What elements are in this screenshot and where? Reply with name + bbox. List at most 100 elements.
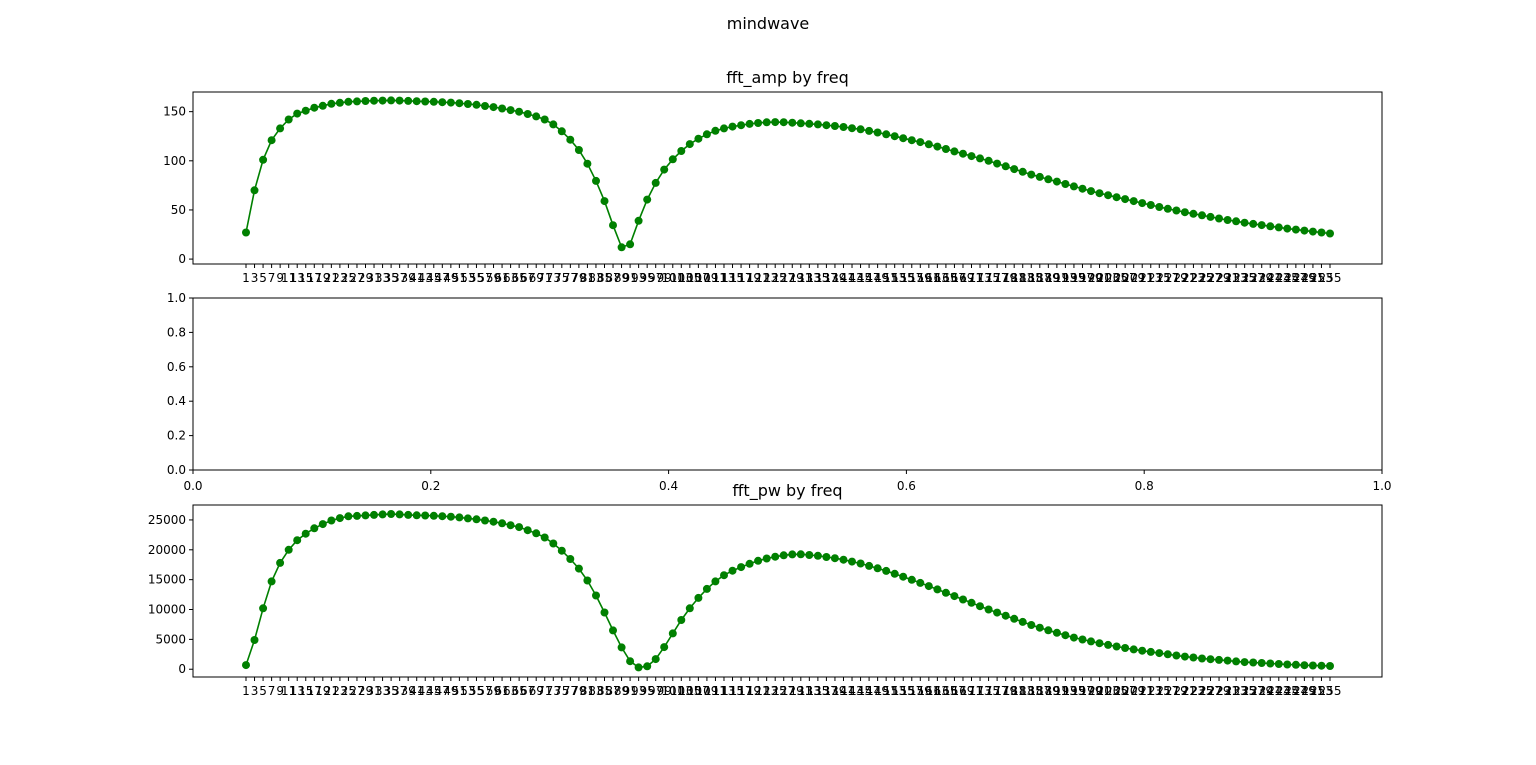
x-tick-label: 221 xyxy=(1173,271,1196,285)
x-tick-label: 205 xyxy=(1105,271,1128,285)
data-point xyxy=(830,554,839,563)
data-point xyxy=(1018,167,1027,176)
data-point xyxy=(1326,229,1334,238)
x-tick-label: 105 xyxy=(678,684,701,698)
data-point xyxy=(1308,661,1317,670)
data-point xyxy=(600,608,609,617)
data-point xyxy=(805,119,814,128)
x-tick-label: 241 xyxy=(1259,684,1282,698)
data-point xyxy=(335,98,344,107)
x-tick-label: 109 xyxy=(695,684,718,698)
data-point xyxy=(250,186,259,195)
data-point xyxy=(745,559,754,568)
data-point xyxy=(737,563,746,572)
x-tick-label: 61 xyxy=(494,684,509,698)
data-point xyxy=(481,102,489,110)
data-point xyxy=(1095,189,1104,198)
x-tick-label: 235 xyxy=(1233,271,1256,285)
x-tick-label: 201 xyxy=(1088,684,1111,698)
data-point xyxy=(566,135,575,144)
x-tick-label: 139 xyxy=(823,684,846,698)
data-point xyxy=(327,516,336,525)
x-tick-label: 181 xyxy=(1003,684,1026,698)
x-tick-label: 0.4 xyxy=(659,479,678,493)
x-tick-label: 83 xyxy=(588,684,603,698)
x-tick-label: 39 xyxy=(401,684,416,698)
data-point xyxy=(1069,633,1078,642)
x-tick-label: 29 xyxy=(358,271,373,285)
data-point xyxy=(1104,640,1113,649)
x-tick-label: 61 xyxy=(494,271,509,285)
data-point xyxy=(1283,660,1292,669)
x-tick-label: 69 xyxy=(529,271,544,285)
data-point xyxy=(788,550,797,559)
x-tick-label: 191 xyxy=(1045,684,1068,698)
x-tick-label: 179 xyxy=(994,271,1017,285)
data-point xyxy=(711,577,720,586)
x-tick-label: 15 xyxy=(298,684,313,698)
x-tick-label: 197 xyxy=(1071,271,1094,285)
data-point xyxy=(694,593,703,602)
data-point xyxy=(446,98,455,107)
x-tick-label: 165 xyxy=(934,271,957,285)
y-tick-label: 10000 xyxy=(148,603,186,617)
x-tick-label: 0.8 xyxy=(1135,479,1154,493)
data-point xyxy=(361,97,370,105)
data-point xyxy=(1061,180,1070,188)
x-tick-label: 161 xyxy=(917,271,940,285)
data-point xyxy=(498,519,507,528)
x-tick-label: 71 xyxy=(537,271,552,285)
x-tick-label: 197 xyxy=(1071,684,1094,698)
x-tick-label: 253 xyxy=(1310,271,1333,285)
y-tick-label: 0 xyxy=(178,252,186,266)
x-tick-label: 77 xyxy=(563,271,578,285)
data-point xyxy=(1266,659,1275,668)
data-point xyxy=(745,119,754,128)
data-point xyxy=(993,159,1002,168)
x-tick-label: 27 xyxy=(349,684,364,698)
y-tick-label: 150 xyxy=(163,105,186,119)
x-tick-label: 101 xyxy=(661,271,684,285)
x-tick-label: 19 xyxy=(315,271,330,285)
y-tick-label: 0.0 xyxy=(167,463,186,477)
fft-pw-x-ticks: 1 3 5 7 911131517192123252729313335373941434… xyxy=(242,677,1341,698)
data-point xyxy=(1257,221,1266,230)
x-tick-label: 103 xyxy=(670,271,693,285)
x-tick-label: 213 xyxy=(1139,271,1162,285)
data-point xyxy=(387,510,396,518)
y-tick-label: 5000 xyxy=(155,632,186,646)
x-tick-label: 241 xyxy=(1259,271,1282,285)
data-point xyxy=(1129,645,1138,654)
data-point xyxy=(301,529,310,538)
x-tick-label: 187 xyxy=(1028,271,1051,285)
x-tick-label: 69 xyxy=(529,684,544,698)
data-point xyxy=(344,97,353,106)
data-point xyxy=(984,156,993,165)
x-tick-label: 25 xyxy=(341,684,356,698)
x-tick-label: 35 xyxy=(383,684,398,698)
data-point xyxy=(1206,655,1215,664)
x-tick-label: 13 xyxy=(290,684,305,698)
x-tick-label: 211 xyxy=(1131,684,1154,698)
data-point xyxy=(993,608,1002,617)
data-point xyxy=(959,149,967,158)
data-point xyxy=(276,558,285,567)
x-tick-label: 91 xyxy=(622,684,637,698)
axes-frame xyxy=(192,91,1383,265)
x-tick-label: 117 xyxy=(730,271,753,285)
data-point xyxy=(976,154,984,163)
data-point xyxy=(634,663,643,672)
x-tick-label: 45 xyxy=(426,271,441,285)
data-point xyxy=(370,96,378,105)
data-point xyxy=(472,100,481,109)
x-tick-label: 133 xyxy=(798,684,821,698)
x-tick-label: 229 xyxy=(1208,271,1231,285)
data-point xyxy=(839,555,848,564)
x-tick-label: 75 xyxy=(554,271,569,285)
data-point xyxy=(574,564,583,573)
x-tick-label: 237 xyxy=(1242,271,1265,285)
x-tick-label: 177 xyxy=(986,684,1009,698)
data-point xyxy=(1027,621,1036,629)
